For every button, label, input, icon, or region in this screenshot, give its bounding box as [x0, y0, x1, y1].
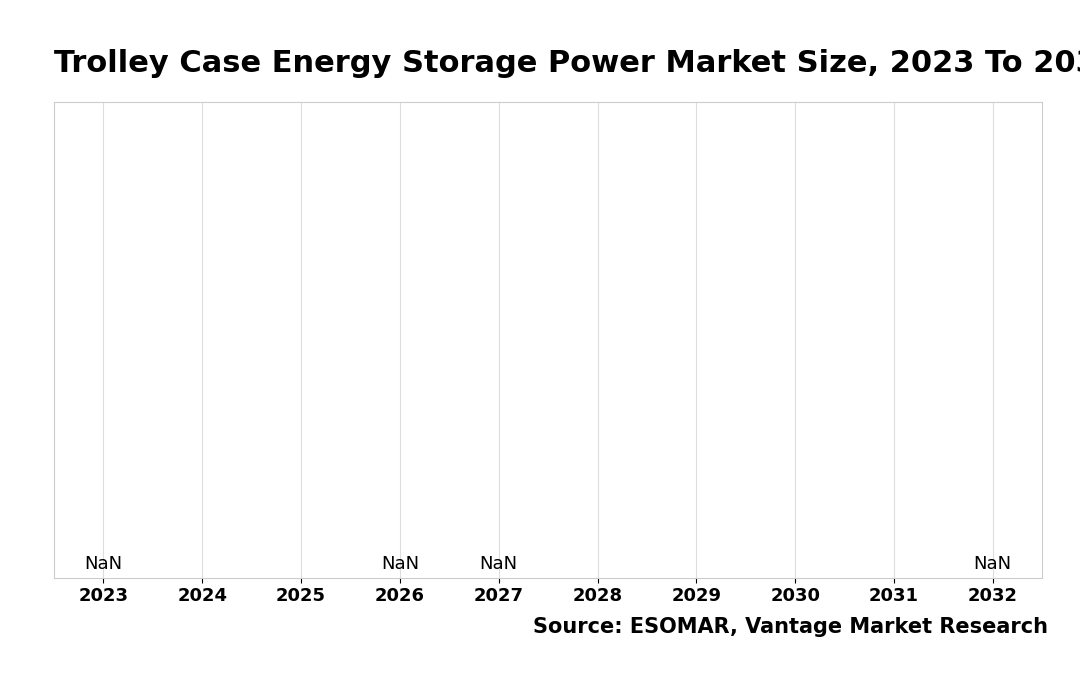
Text: NaN: NaN	[480, 554, 517, 573]
Text: NaN: NaN	[974, 554, 1012, 573]
Text: Source: ESOMAR, Vantage Market Research: Source: ESOMAR, Vantage Market Research	[532, 617, 1048, 637]
Text: NaN: NaN	[84, 554, 122, 573]
Text: NaN: NaN	[381, 554, 419, 573]
Text: Trolley Case Energy Storage Power Market Size, 2023 To 2032 (USD Million): Trolley Case Energy Storage Power Market…	[54, 49, 1080, 78]
